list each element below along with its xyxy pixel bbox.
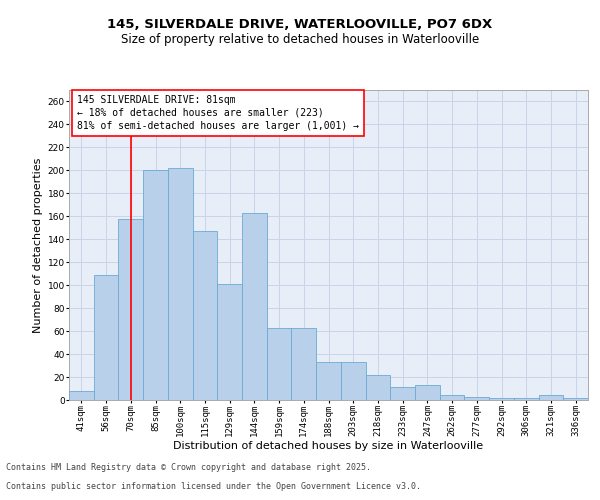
- Bar: [514, 398, 539, 400]
- Bar: [563, 398, 588, 400]
- Bar: [168, 168, 193, 400]
- Bar: [118, 218, 143, 400]
- Bar: [69, 391, 94, 400]
- Y-axis label: Number of detached properties: Number of detached properties: [34, 158, 43, 332]
- Text: Contains public sector information licensed under the Open Government Licence v3: Contains public sector information licen…: [6, 482, 421, 491]
- Text: 145 SILVERDALE DRIVE: 81sqm
← 18% of detached houses are smaller (223)
81% of se: 145 SILVERDALE DRIVE: 81sqm ← 18% of det…: [77, 94, 359, 131]
- Bar: [292, 328, 316, 400]
- Bar: [193, 231, 217, 400]
- Bar: [94, 275, 118, 400]
- Text: Size of property relative to detached houses in Waterlooville: Size of property relative to detached ho…: [121, 32, 479, 46]
- Bar: [242, 213, 267, 400]
- Bar: [267, 328, 292, 400]
- Bar: [390, 388, 415, 400]
- Text: 145, SILVERDALE DRIVE, WATERLOOVILLE, PO7 6DX: 145, SILVERDALE DRIVE, WATERLOOVILLE, PO…: [107, 18, 493, 30]
- Bar: [539, 396, 563, 400]
- Bar: [341, 362, 365, 400]
- Bar: [464, 396, 489, 400]
- Text: Contains HM Land Registry data © Crown copyright and database right 2025.: Contains HM Land Registry data © Crown c…: [6, 464, 371, 472]
- Bar: [365, 374, 390, 400]
- X-axis label: Distribution of detached houses by size in Waterlooville: Distribution of detached houses by size …: [173, 440, 484, 450]
- Bar: [440, 396, 464, 400]
- Bar: [489, 398, 514, 400]
- Bar: [316, 362, 341, 400]
- Bar: [217, 284, 242, 400]
- Bar: [143, 170, 168, 400]
- Bar: [415, 385, 440, 400]
